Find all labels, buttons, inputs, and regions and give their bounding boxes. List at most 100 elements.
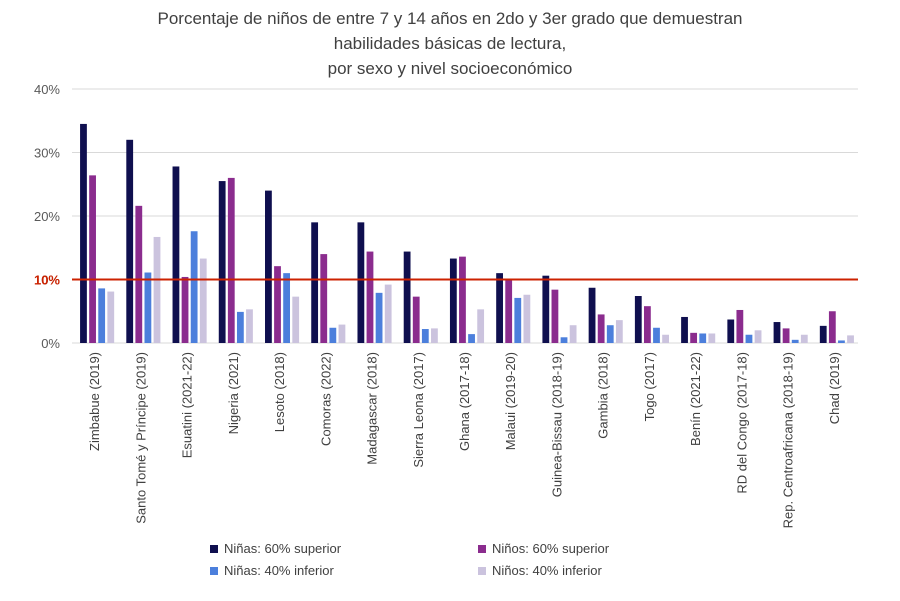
- bar: [800, 334, 808, 343]
- bar: [236, 311, 244, 343]
- bar: [653, 327, 660, 343]
- bar: [98, 288, 106, 343]
- bar: [366, 251, 374, 343]
- bar: [745, 334, 753, 343]
- bar: [699, 333, 707, 343]
- bar: [311, 222, 319, 343]
- x-category-label: Nigeria (2021): [226, 352, 241, 434]
- x-category-label: Zimbabue (2019): [87, 352, 102, 451]
- bar: [89, 175, 96, 343]
- x-category-label: Chad (2019): [827, 352, 842, 424]
- x-category-label: Lesoto (2018): [272, 352, 287, 432]
- x-category-label: Santo Tomé y Príncipe (2019): [133, 352, 148, 524]
- bar: [791, 339, 799, 343]
- bar: [690, 332, 698, 343]
- bar: [135, 205, 143, 343]
- legend-item-girls-top60: Niñas: 60% superior: [210, 541, 341, 556]
- bar: [514, 297, 522, 343]
- legend-swatch: [478, 566, 486, 575]
- bar: [662, 334, 669, 343]
- bar: [477, 309, 485, 343]
- bar: [199, 258, 207, 343]
- bar: [551, 289, 559, 343]
- bar: [329, 327, 337, 343]
- x-category-label: Madagascar (2018): [365, 352, 380, 465]
- bar: [615, 320, 623, 343]
- bar: [560, 337, 568, 343]
- bar: [681, 316, 688, 343]
- bar: [412, 296, 420, 343]
- bar: [338, 324, 346, 343]
- legend-item-boys-top60: Niños: 60% superior: [478, 541, 609, 556]
- chart-title-line-2: habilidades básicas de lectura,: [333, 34, 567, 53]
- bar: [828, 311, 836, 343]
- x-category-label: Sierra Leona (2017): [411, 352, 426, 468]
- bar: [782, 328, 790, 343]
- legend-item-girls-bottom40: Niñas: 40% inferior: [210, 563, 334, 578]
- bar: [606, 325, 614, 343]
- chart-title-line-3: por sexo y nivel socioeconómico: [327, 59, 573, 78]
- bar: [218, 181, 226, 343]
- chart-title: Porcentaje de niños de entre 7 y 14 años…: [0, 6, 900, 81]
- bar: [320, 254, 328, 343]
- bar: [126, 139, 134, 343]
- bar: [819, 325, 827, 343]
- bar: [569, 325, 577, 343]
- x-category-label: RD del Congo (2017-18): [734, 352, 749, 494]
- x-category-label: Malaui (2019-20): [503, 352, 518, 450]
- bar: [838, 340, 845, 343]
- bar: [468, 334, 475, 343]
- bar: [708, 333, 716, 343]
- bar: [523, 294, 531, 343]
- bar: [727, 319, 735, 343]
- x-category-label: Togo (2017): [642, 352, 657, 421]
- legend-swatch: [210, 544, 218, 553]
- bar: [190, 231, 198, 343]
- legend-label: Niñas: 60% superior: [224, 541, 342, 556]
- y-tick-label: 0%: [41, 336, 60, 351]
- bar: [403, 251, 411, 343]
- bar: [181, 276, 189, 343]
- bar: [153, 236, 161, 343]
- bar: [283, 273, 291, 343]
- bar: [773, 322, 781, 343]
- legend-swatch: [210, 566, 218, 575]
- y-tick-label: 10%: [34, 273, 60, 288]
- chart-title-line-1: Porcentaje de niños de entre 7 y 14 años…: [157, 9, 743, 28]
- bar: [643, 306, 651, 343]
- bar: [80, 123, 87, 343]
- bar: [227, 177, 235, 343]
- x-category-label: Benín (2021-22): [688, 352, 703, 446]
- legend-label: Niños: 40% inferior: [492, 563, 602, 578]
- y-tick-label: 40%: [34, 82, 60, 97]
- bar: [246, 309, 253, 343]
- y-tick-label: 30%: [34, 146, 60, 161]
- bar: [107, 291, 115, 343]
- bar: [172, 166, 180, 343]
- bar: [459, 256, 466, 343]
- legend-item-boys-bottom40: Niños: 40% inferior: [478, 563, 602, 578]
- bar: [588, 287, 596, 343]
- legend-label: Niños: 60% superior: [492, 541, 610, 556]
- bar: [754, 330, 762, 343]
- bar: [542, 275, 550, 343]
- bar: [144, 272, 152, 343]
- bar: [384, 284, 392, 343]
- bar: [265, 190, 272, 343]
- bar: [736, 309, 744, 343]
- bar: [375, 292, 383, 343]
- bar: [357, 222, 365, 343]
- x-category-label: Comoras (2022): [318, 352, 333, 446]
- bar: [847, 335, 854, 343]
- bar: [449, 258, 457, 343]
- legend-label: Niñas: 40% inferior: [224, 563, 334, 578]
- x-category-label: Rep. Centroafricana (2018-19): [781, 352, 796, 528]
- bar: [431, 328, 438, 343]
- legend-swatch: [478, 544, 486, 553]
- bar: [505, 278, 513, 343]
- x-category-label: Guinea-Bissau (2018-19): [549, 352, 564, 497]
- x-category-label: Ghana (2017-18): [457, 352, 472, 451]
- bar: [597, 314, 605, 343]
